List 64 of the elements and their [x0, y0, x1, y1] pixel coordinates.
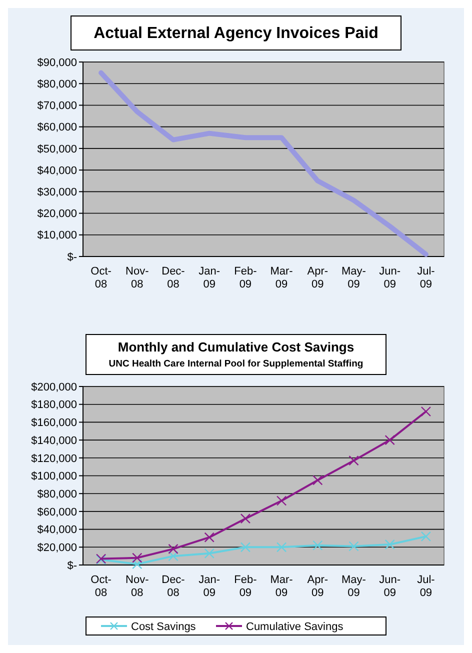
x-tick-label: Oct-08: [90, 266, 112, 290]
chart-title: Actual External Agency Invoices Paid: [94, 25, 378, 42]
y-tick-label: $120,000: [31, 452, 77, 465]
y-tick-label: $-: [67, 560, 78, 572]
chart-title: Monthly and Cumulative Cost Savings: [118, 340, 354, 354]
x-tick-label: Nov-08: [126, 266, 150, 290]
y-tick-label: $60,000: [37, 506, 77, 518]
y-tick-label: $160,000: [31, 417, 77, 430]
x-tick-label: Jul-09: [417, 266, 436, 290]
y-tick-label: $60,000: [37, 122, 77, 134]
y-tick-label: $40,000: [37, 524, 77, 536]
x-tick-label: Dec-08: [162, 266, 186, 290]
x-tick-label: May-09: [342, 266, 366, 290]
x-tick-label: Feb-09: [234, 266, 258, 290]
y-tick-label: $90,000: [37, 56, 77, 69]
point: [132, 552, 142, 563]
point: [168, 544, 178, 554]
x-tick-label: Feb-09: [234, 574, 258, 599]
y-tick-label: $200,000: [31, 381, 77, 394]
y-tick-label: $80,000: [37, 78, 77, 90]
x-tick-label: Nov-08: [126, 574, 150, 599]
point: [384, 539, 395, 550]
x-tick-label: Oct-08: [90, 574, 112, 599]
x-tick-label: Mar-09: [270, 266, 294, 290]
y-tick-label: $140,000: [31, 434, 77, 447]
x-tick-label: Mar-09: [270, 574, 294, 599]
point: [240, 542, 251, 552]
point: [132, 559, 142, 570]
point: [384, 434, 395, 446]
point: [240, 513, 251, 524]
legend-label: Cost Savings: [131, 620, 196, 633]
point: [348, 455, 359, 466]
x-tick-label: Jun-09: [379, 574, 401, 599]
x-tick-label: Dec-08: [162, 574, 186, 599]
y-tick-label: $180,000: [31, 399, 77, 412]
y-tick-label: $40,000: [37, 164, 77, 177]
point: [204, 532, 214, 542]
y-tick-label: $20,000: [37, 542, 77, 554]
y-tick-label: $20,000: [37, 208, 77, 220]
y-tick-label: $30,000: [37, 186, 77, 199]
y-tick-label: $70,000: [37, 100, 77, 112]
x-tick-label: Jun-09: [379, 266, 401, 290]
point: [204, 548, 214, 558]
chart-subtitle: UNC Health Care Internal Pool for Supplemental Staffing: [108, 358, 364, 370]
y-tick-label: $10,000: [37, 230, 77, 242]
x-tick-label: Apr-09: [307, 266, 328, 290]
y-tick-label: $50,000: [37, 143, 77, 156]
y-tick-label: $-: [67, 251, 78, 264]
point: [348, 541, 359, 552]
x-tick-label: May-09: [342, 574, 366, 599]
point: [276, 542, 287, 552]
point: [276, 496, 287, 506]
y-tick-label: $80,000: [37, 488, 77, 500]
point: [420, 531, 432, 542]
x-tick-label: Jul-09: [417, 574, 436, 599]
x-tick-label: Jan-09: [198, 266, 220, 290]
y-tick-label: $100,000: [31, 470, 77, 483]
point: [168, 550, 178, 562]
x-tick-label: Apr-09: [307, 574, 328, 599]
point: [312, 540, 323, 550]
legend-label: Cumulative Savings: [246, 620, 344, 633]
x-tick-label: Jan-09: [198, 574, 220, 599]
point: [420, 406, 432, 417]
point: [312, 475, 323, 486]
